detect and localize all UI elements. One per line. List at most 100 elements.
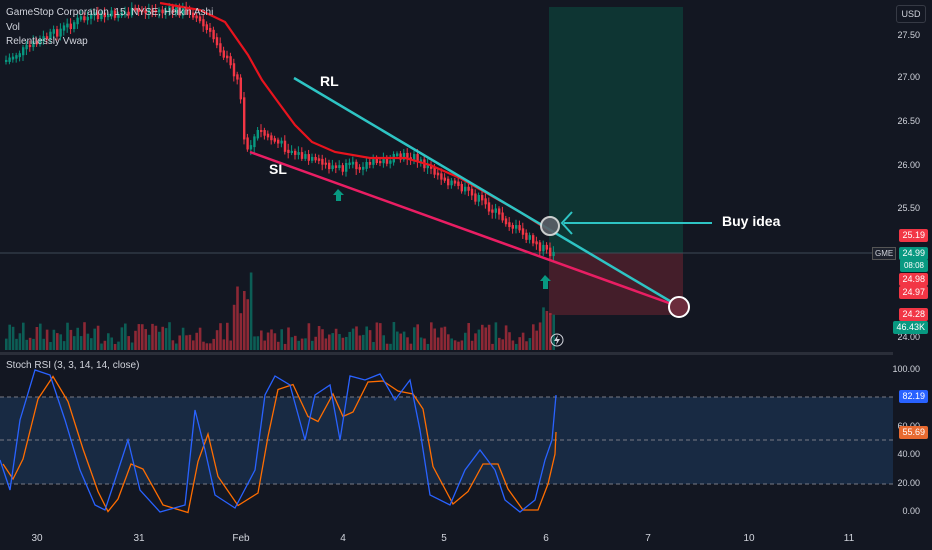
candle-body: [239, 77, 242, 100]
volume-bar: [494, 322, 498, 350]
volume-bar: [498, 337, 501, 350]
indicator-vol-label[interactable]: Vol: [6, 22, 20, 33]
volume-bar: [93, 328, 96, 350]
volume-bar: [96, 325, 100, 350]
volume-bar: [487, 324, 491, 350]
price-tick: 26.50: [897, 116, 920, 126]
candle-body: [470, 188, 474, 196]
target-circle[interactable]: [668, 296, 690, 318]
volume-bar: [73, 336, 76, 350]
candle-body: [260, 129, 263, 133]
candle-body: [25, 44, 28, 50]
volume-bar: [538, 322, 542, 350]
resistance-line[interactable]: [293, 76, 681, 309]
volume-bar: [195, 332, 198, 350]
up-arrow-icon: [333, 189, 344, 201]
volume-bar: [110, 337, 113, 350]
candle-body: [460, 183, 463, 192]
candle-body: [127, 11, 130, 16]
volume-bar: [202, 341, 205, 350]
candle-body: [317, 158, 321, 161]
price-tick: 24.00: [897, 332, 920, 342]
candle-body: [504, 218, 508, 225]
volume-bar: [334, 328, 338, 350]
candle-body: [266, 133, 270, 138]
candle-body: [487, 202, 491, 212]
candle-body: [236, 74, 239, 80]
candle-body: [300, 152, 304, 159]
volume-bar: [389, 343, 392, 350]
candle-body: [144, 10, 147, 14]
lightning-icon[interactable]: [550, 333, 564, 347]
volume-bar: [215, 330, 219, 350]
candle-body: [311, 156, 314, 161]
candle-body: [416, 154, 419, 162]
volume-bar: [368, 330, 372, 350]
candle-body: [76, 17, 79, 25]
candle-body: [147, 9, 151, 14]
volume-bar: [66, 322, 69, 350]
volume-bar: [345, 336, 348, 350]
candle-body: [15, 55, 18, 59]
volume-bar: [69, 329, 73, 350]
candle-body: [396, 153, 399, 157]
volume-bar: [379, 323, 382, 350]
indicator-vwap-label[interactable]: Relentlessly Vwap: [6, 36, 88, 47]
volume-bar: [137, 324, 141, 350]
candle-body: [100, 12, 103, 20]
pane-separator[interactable]: [0, 352, 932, 355]
candle-body: [59, 28, 62, 37]
support-line[interactable]: [249, 150, 681, 309]
rsi-title[interactable]: Stoch RSI (3, 3, 14, 14, close): [6, 360, 140, 371]
volume-bar: [256, 336, 260, 350]
volume-bar: [127, 336, 130, 350]
volume-bar: [266, 332, 270, 350]
candle-body: [113, 10, 117, 18]
price-tick: 25.50: [897, 203, 920, 213]
candle-body: [402, 152, 406, 160]
volume-bar: [518, 337, 521, 350]
volume-bar: [525, 341, 528, 350]
candle-body: [270, 135, 273, 141]
candle-body: [256, 129, 259, 139]
candle-body: [372, 158, 375, 165]
candle-body: [450, 180, 453, 186]
price-tag-low: 24.97: [899, 286, 928, 299]
candle-body: [532, 235, 535, 244]
candle-body: [304, 154, 307, 159]
chart-title[interactable]: GameStop Corporation, 15, NYSE, Heikin A…: [6, 7, 214, 18]
currency-button[interactable]: USD: [896, 5, 926, 23]
volume-bar: [11, 326, 15, 350]
candle-body: [334, 165, 338, 168]
candle-body: [474, 193, 477, 202]
volume-bar: [249, 272, 253, 350]
volume-bar: [35, 326, 39, 350]
candle-body: [107, 14, 110, 18]
candle-body: [11, 56, 15, 60]
volume-bar: [270, 329, 273, 350]
candle-body: [501, 212, 504, 221]
buy-circle[interactable]: [540, 216, 560, 236]
candle-body: [103, 12, 106, 18]
time-tick: 31: [133, 533, 145, 544]
volume-bar: [158, 331, 161, 350]
price-tick: 27.50: [897, 30, 920, 40]
volume-bar: [243, 291, 246, 350]
volume-bar: [144, 329, 147, 350]
candle-body: [443, 177, 446, 181]
time-tick: 6: [543, 533, 549, 544]
volume-bar: [314, 336, 317, 350]
candle-body: [341, 165, 344, 172]
candle-body: [158, 9, 161, 13]
candle-body: [399, 153, 402, 160]
buy-arrow-head: [560, 211, 573, 235]
volume-bar: [212, 338, 215, 350]
candle-body: [215, 37, 219, 46]
candle-body: [154, 9, 157, 13]
volume-bar: [419, 337, 423, 350]
candle-body: [35, 41, 38, 45]
volume-bar: [355, 326, 358, 350]
price-tag-stop: 24.28: [899, 308, 928, 321]
candle-body: [379, 161, 382, 164]
